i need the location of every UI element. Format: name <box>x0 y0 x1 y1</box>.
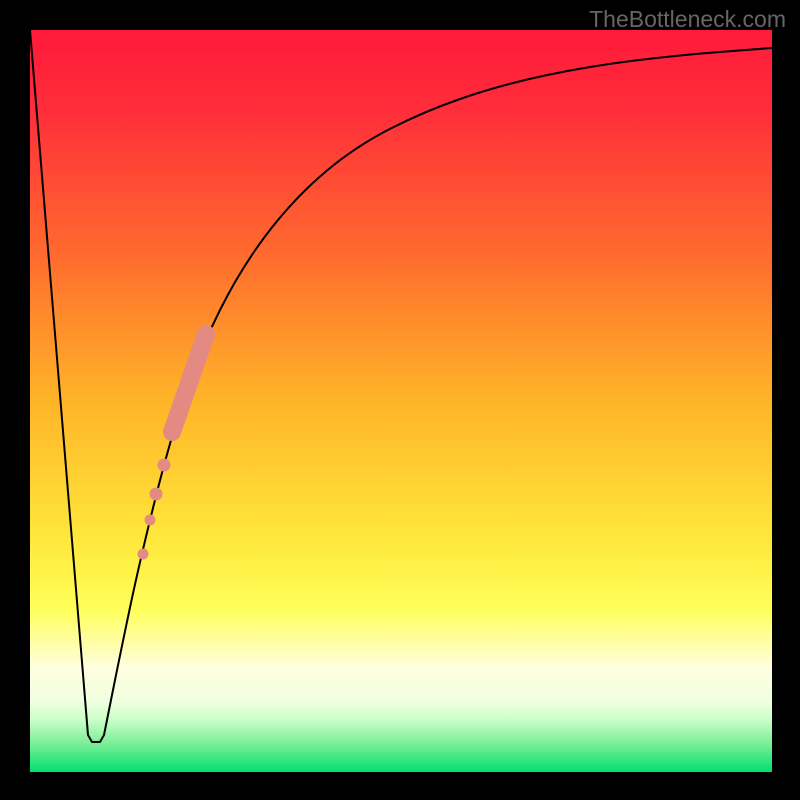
plot-area <box>30 30 772 772</box>
chart-container: TheBottleneck.com <box>0 0 800 800</box>
marker-dot <box>138 549 149 560</box>
marker-dot <box>145 515 156 526</box>
watermark-text: TheBottleneck.com <box>589 6 786 33</box>
marker-dot <box>158 459 171 472</box>
marker-dot <box>150 488 163 501</box>
bottleneck-chart <box>0 0 800 800</box>
